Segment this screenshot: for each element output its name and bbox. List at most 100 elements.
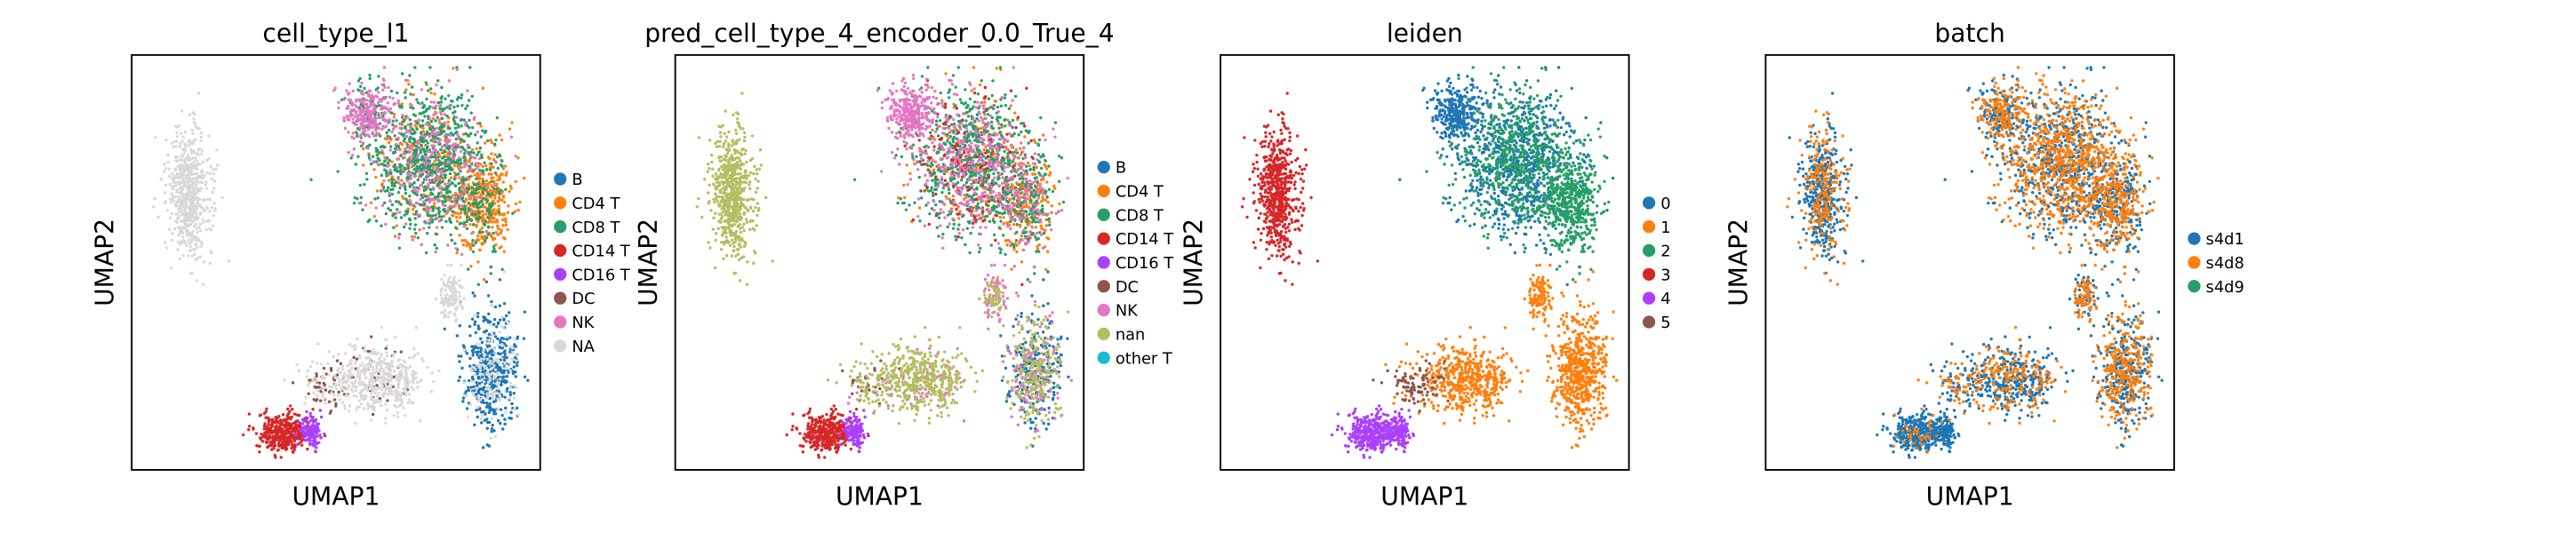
legend-label: NK — [572, 314, 595, 332]
scatter-point — [380, 99, 383, 103]
scatter-point — [411, 238, 414, 242]
scatter-point — [174, 195, 178, 199]
scatter-point — [487, 410, 492, 415]
scatter-point — [387, 378, 390, 381]
scatter-point — [204, 227, 208, 232]
scatter-point — [252, 427, 255, 431]
scatter-point — [265, 425, 269, 428]
scatter-point — [196, 256, 200, 260]
scatter-point — [502, 270, 507, 274]
scatter-point — [198, 229, 203, 233]
scatter-point — [470, 186, 474, 189]
scatter-point — [380, 188, 385, 192]
scatter-point — [460, 305, 464, 309]
scatter-point — [1051, 398, 1055, 402]
scatter-point — [501, 379, 505, 384]
scatter-point — [451, 147, 455, 151]
scatter-point — [496, 367, 500, 370]
scatter-point — [388, 191, 391, 195]
scatter-point — [390, 359, 394, 363]
scatter-point — [195, 222, 198, 227]
scatter-point — [314, 379, 317, 383]
scatter-point — [459, 221, 463, 225]
scatter-point — [454, 308, 458, 312]
scatter-point — [420, 123, 425, 127]
scatter-point — [406, 207, 410, 211]
scatter-point — [319, 415, 324, 419]
scatter-point — [403, 414, 407, 418]
scatter-point — [347, 409, 351, 413]
scatter-point — [424, 139, 428, 142]
scatter-point — [443, 113, 446, 116]
scatter-point — [353, 377, 357, 380]
scatter-point — [398, 163, 402, 166]
scatter-point — [434, 213, 437, 217]
scatter-point — [510, 121, 514, 124]
scatter-point — [500, 413, 504, 418]
scatter-point — [504, 344, 508, 347]
scatter-point — [364, 171, 369, 175]
scatter-point — [342, 119, 347, 123]
scatter-point — [373, 116, 377, 120]
scatter-point — [308, 435, 311, 439]
scatter-point — [464, 107, 468, 110]
scatter-point — [295, 362, 299, 367]
legend-entry: NA — [554, 338, 596, 356]
scatter-point — [319, 399, 323, 402]
scatter-point — [337, 106, 340, 110]
scatter-point — [444, 188, 448, 192]
scatter-point — [1000, 378, 1004, 383]
scatter-point — [456, 133, 460, 137]
scatter-point — [487, 172, 492, 176]
scatter-point — [282, 430, 285, 434]
scatter-point — [490, 299, 493, 304]
scatter-point — [460, 124, 463, 128]
scatter-point — [327, 350, 332, 354]
scatter-point — [492, 386, 495, 389]
scatter-point — [188, 242, 192, 245]
scatter-point — [409, 123, 412, 126]
scatter-point — [492, 187, 496, 190]
scatter-point — [383, 357, 387, 362]
scatter-point — [495, 187, 499, 191]
scatter-point — [516, 209, 520, 212]
scatter-point — [173, 227, 177, 231]
scatter-point — [266, 445, 270, 449]
legend-label: CD4 T — [572, 195, 620, 213]
scatter-point — [452, 144, 455, 148]
scatter-point — [508, 189, 511, 194]
scatter-point — [337, 100, 340, 104]
scatter-point — [185, 201, 188, 205]
scatter-point — [486, 380, 491, 385]
scatter-point — [394, 335, 397, 339]
scatter-point — [384, 211, 388, 216]
scatter-point — [503, 389, 507, 394]
scatter-point — [496, 224, 500, 228]
scatter-point — [461, 132, 466, 136]
scatter-point — [500, 354, 505, 357]
scatter-point — [364, 203, 368, 207]
scatter-point — [474, 368, 477, 371]
scatter-point — [192, 248, 196, 251]
scatter-point — [404, 394, 408, 397]
scatter-point — [385, 351, 388, 354]
scatter-point — [182, 152, 186, 155]
scatter-point — [439, 195, 443, 198]
scatter-point — [523, 176, 526, 180]
scatter-point — [176, 176, 180, 179]
scatter-point — [1046, 302, 1050, 306]
scatter-point — [474, 212, 477, 217]
scatter-point — [473, 294, 476, 298]
scatter-point — [1020, 311, 1023, 315]
scatter-point — [187, 153, 190, 157]
scatter-point — [489, 335, 492, 338]
scatter-point — [348, 404, 352, 408]
scatter-point — [408, 150, 412, 154]
legend-entry: DC — [554, 290, 596, 308]
scatter-point — [507, 311, 511, 314]
scatter-point — [241, 433, 245, 437]
scatter-point — [264, 440, 268, 444]
scatter-point — [407, 166, 411, 171]
scatter-point — [476, 171, 479, 175]
legend-label: B — [572, 171, 582, 189]
